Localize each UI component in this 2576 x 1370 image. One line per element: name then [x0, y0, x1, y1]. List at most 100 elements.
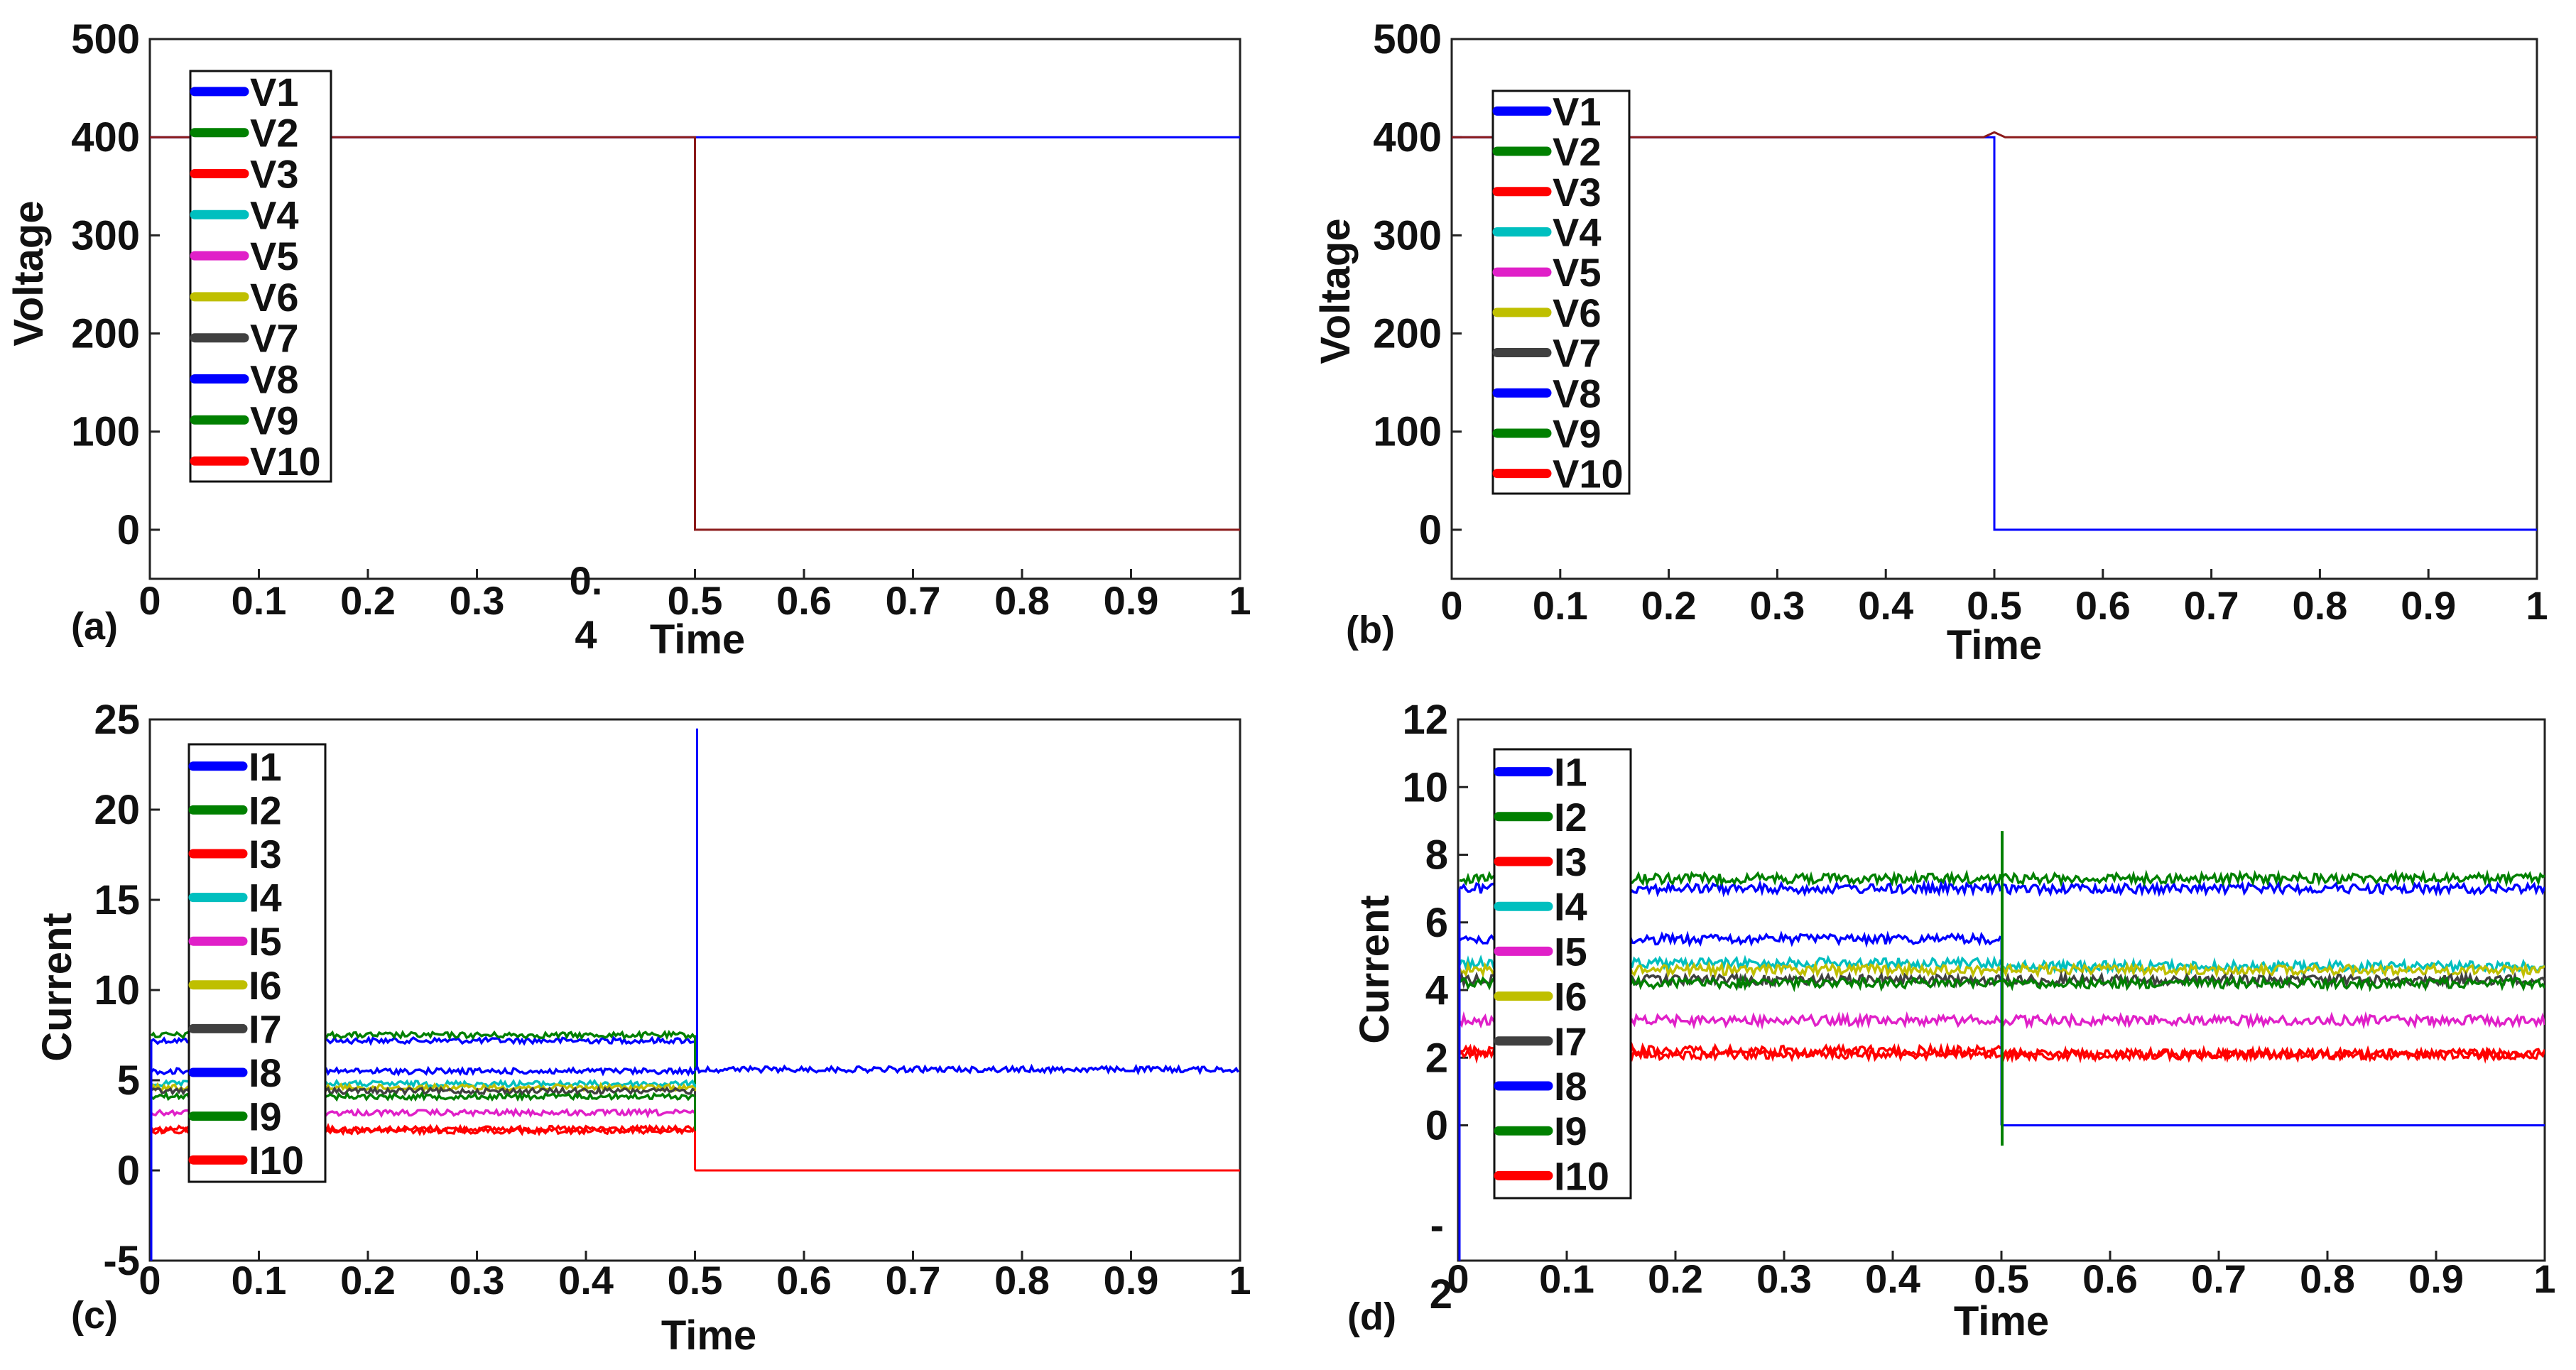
x-tick-label: 0.8 — [2292, 583, 2347, 628]
y-tick-label: 500 — [71, 16, 140, 62]
legend-entry: I6 — [249, 963, 282, 1008]
x-tick-label: 0.9 — [2408, 1256, 2464, 1301]
x-tick-label: 0.2 — [340, 578, 396, 623]
x-tick-label: 0.6 — [2075, 583, 2131, 628]
x-axis-title: Time — [1947, 622, 2042, 668]
y-tick-label: 25 — [94, 697, 140, 743]
y-tick-label: 0 — [1425, 1103, 1448, 1149]
series-I1-after — [2000, 880, 2545, 898]
legend-entry: I4 — [249, 876, 282, 920]
series-I6-after — [2000, 961, 2545, 979]
x-tick-label: 0.7 — [2184, 583, 2239, 628]
panel-label: (b) — [1346, 609, 1395, 651]
series-V10 — [150, 136, 1240, 531]
y-tick-label: 300 — [71, 212, 140, 259]
x-tick-label: 0.3 — [1749, 583, 1805, 628]
y-tick-label: 2 — [1430, 1271, 1452, 1317]
legend-entry: V4 — [250, 192, 299, 237]
x-tick-label: 0.8 — [994, 578, 1050, 623]
panel-1: 0 0.1 0.2 0.3 0. 0.5 0.6 0.7 0.8 0.9 1 4 500 400 300 20… — [6, 16, 1251, 663]
legend-entry: I10 — [249, 1138, 304, 1183]
legend-entry: V2 — [1553, 129, 1602, 174]
legend-box — [1493, 748, 1632, 1200]
series-I4-after — [2001, 957, 2545, 976]
legend-box — [188, 743, 327, 1183]
legend-entry: I7 — [1554, 1019, 1587, 1064]
series-I9-after — [2000, 974, 2545, 993]
legend-entry: V10 — [1553, 452, 1624, 496]
x-tick-label: 0.9 — [1104, 578, 1159, 623]
panel-label: (d) — [1347, 1295, 1396, 1338]
y-tick-label: -5 — [103, 1238, 140, 1284]
y-axis-title: Voltage — [6, 200, 52, 346]
legend-entry: I1 — [249, 744, 282, 789]
x-tick-label: 0 — [1440, 583, 1462, 628]
legend-entry: V5 — [1553, 250, 1602, 295]
x-tick-label: 0.8 — [994, 1258, 1050, 1303]
legend-entry: I6 — [1554, 974, 1587, 1019]
legend-entry: I2 — [1554, 795, 1587, 839]
y-tick-label: 12 — [1402, 697, 1448, 743]
legend-entry: V10 — [250, 439, 321, 484]
x-tick-label: 0 — [138, 1258, 161, 1303]
x-tick-label: 0.8 — [2300, 1256, 2355, 1301]
x-tick-label: 0.5 — [668, 1258, 723, 1303]
x-tick-label: 0.6 — [2082, 1256, 2138, 1301]
legend-entry: V5 — [250, 234, 299, 278]
y-tick-label: 15 — [94, 877, 140, 923]
x-tick-label: 0.2 — [1648, 1256, 1703, 1301]
x-tick-label: 0.5 — [1974, 1256, 2029, 1301]
legend-box — [189, 70, 332, 483]
series-I2-after — [2000, 869, 2545, 888]
legend-entry: V2 — [250, 111, 299, 156]
x-tick-label: 4 — [575, 612, 597, 657]
x-tick-label: 0.2 — [1641, 583, 1697, 628]
y-tick-label: 100 — [71, 409, 140, 455]
legend-box — [1491, 89, 1631, 495]
x-tick-label: 0.9 — [1104, 1258, 1159, 1303]
y-tick-label: 200 — [1373, 311, 1442, 357]
y-tick-label: 300 — [1373, 212, 1442, 259]
legend-entry: V6 — [250, 275, 299, 320]
x-tick-label: 0.9 — [2401, 583, 2456, 628]
panel-label: (c) — [71, 1294, 118, 1337]
data-series-group — [1458, 831, 2545, 1261]
x-tick-label: 0.7 — [886, 1258, 941, 1303]
x-tick-label: 0.4 — [558, 1258, 614, 1303]
y-tick-label: 6 — [1425, 900, 1448, 946]
x-tick-label: 0.7 — [886, 578, 941, 623]
x-tick-label: 0.1 — [232, 578, 287, 623]
y-tick-label: 10 — [94, 967, 140, 1013]
x-tick-label: 0.4 — [1858, 583, 1913, 628]
x-tick-label: 0.7 — [2191, 1256, 2246, 1301]
x-axis-title: Time — [661, 1312, 756, 1359]
y-tick-label: 400 — [1373, 114, 1442, 161]
x-tick-label: 0 — [138, 578, 161, 623]
panel-4: 0 0.1 0.2 0.3 0.4 0.5 0.6 0.7 0.8 0.9 1121086420-2… — [1347, 697, 2556, 1344]
y-tick-label: 20 — [94, 787, 140, 833]
legend-entry: I4 — [1554, 884, 1587, 929]
legend-entry: V1 — [1553, 89, 1602, 134]
x-tick-label: 0.3 — [450, 578, 505, 623]
series-I10-after — [2001, 1045, 2545, 1064]
legend-entry: I1 — [1554, 750, 1587, 795]
legend-entry: I10 — [1554, 1153, 1609, 1198]
x-tick-label: 0.3 — [450, 1258, 505, 1303]
y-axis-title: Current — [1352, 895, 1398, 1043]
legend-entry: V7 — [1553, 331, 1602, 376]
y-tick-label: 8 — [1425, 832, 1448, 879]
series-I5-after — [2000, 1011, 2545, 1030]
legend-entry: V8 — [250, 357, 299, 402]
y-tick-label: 400 — [71, 114, 140, 161]
x-axis-title: Time — [650, 616, 745, 663]
legend-entry: V9 — [1553, 411, 1602, 456]
y-axis-title: Voltage — [1313, 218, 1359, 364]
panel-3: 0 0.1 0.2 0.3 0.4 0.5 0.6 0.7 0.8 0.9 12520151050-… — [34, 697, 1251, 1359]
legend-entry: V3 — [250, 152, 299, 197]
data-series-group — [1452, 131, 2537, 531]
x-tick-label: 0.5 — [668, 578, 723, 623]
legend-entry: I9 — [1554, 1109, 1587, 1153]
